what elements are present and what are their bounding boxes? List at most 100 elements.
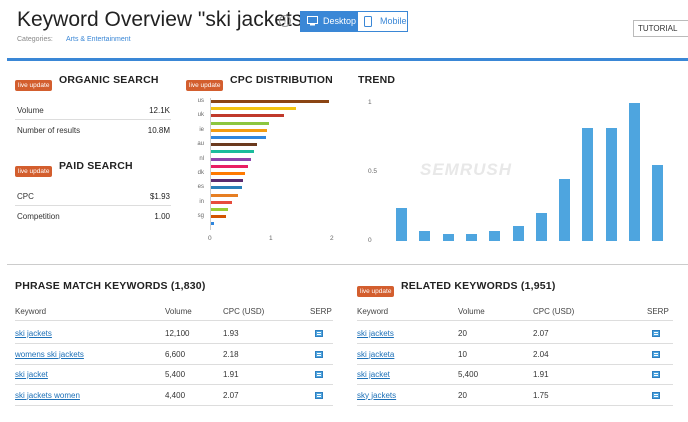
cpc-bar <box>211 200 232 204</box>
trend-bar <box>442 234 454 241</box>
related-header-keyword: Keyword <box>357 307 389 316</box>
results-value: 10.8M <box>147 126 170 135</box>
volume-cell: 12,100 <box>165 329 190 338</box>
serp-icon[interactable] <box>315 350 323 358</box>
keyword-link[interactable]: ski jacket <box>15 370 48 379</box>
cpc-tick-label: 0 <box>208 235 212 242</box>
trend-bar <box>419 231 431 241</box>
keyword-link[interactable]: womens ski jackets <box>15 349 84 359</box>
mobile-toggle-button[interactable]: Mobile <box>357 11 408 32</box>
table-row-divider <box>357 363 673 365</box>
keyword-link[interactable]: sky jackets <box>357 390 397 400</box>
volume-label: Volume <box>17 106 44 115</box>
cpc-country-label: es <box>197 184 204 191</box>
competition-label: Competition <box>17 212 60 221</box>
competition-value: 1.00 <box>154 212 170 221</box>
organic-live-badge: live update <box>15 74 53 92</box>
cpc-bar <box>211 143 257 147</box>
tutorial-button[interactable]: TUTORIAL <box>633 20 688 37</box>
trend-bar <box>535 213 547 241</box>
paid-title: PAID SEARCH <box>59 160 133 172</box>
cpc-country-label: us <box>197 98 204 104</box>
cpc-bar <box>211 107 296 111</box>
cpc-bar <box>211 164 248 168</box>
paid-live-badge: live update <box>15 160 53 178</box>
related-title: RELATED KEYWORDS (1,951) <box>401 280 556 292</box>
keyword-link[interactable]: ski jackets women <box>15 390 80 400</box>
serp-icon[interactable] <box>315 391 323 399</box>
categories-label: Categories: <box>17 36 53 43</box>
trend-tick-label: 1 <box>368 99 372 106</box>
phrase-header-keyword: Keyword <box>15 307 47 316</box>
cpc-cell: 1.93 <box>223 329 239 338</box>
table-row-divider <box>357 404 673 406</box>
trend-bar <box>489 231 501 241</box>
table-row-divider <box>15 384 333 385</box>
trend-title: TREND <box>358 74 396 86</box>
semrush-watermark: SEMRUSH <box>420 160 513 179</box>
cpc-cell: 1.91 <box>533 370 549 379</box>
volume-cell: 20 <box>458 329 467 338</box>
trend-tick-label: 0.5 <box>368 168 378 175</box>
keyword-link[interactable]: ski jacketa <box>357 349 395 359</box>
trend-bar <box>465 234 477 241</box>
cpc-bar <box>211 100 329 103</box>
phrase-match-title: PHRASE MATCH KEYWORDS (1,830) <box>15 280 206 292</box>
related-live-badge: live update <box>357 280 395 298</box>
trend-bar <box>396 208 407 241</box>
table-row-divider <box>15 363 333 365</box>
cpc-country-label: au <box>197 141 204 148</box>
cpc-country-label: sg <box>197 213 204 220</box>
serp-icon[interactable] <box>652 330 660 337</box>
serp-icon[interactable] <box>315 371 323 378</box>
keyword-link[interactable]: ski jackets <box>15 329 52 338</box>
mobile-label: Mobile <box>380 16 407 26</box>
phrase-header-volume: Volume <box>165 307 192 316</box>
cpc-bar <box>211 150 254 154</box>
cpc-country-label: ie <box>199 126 204 133</box>
cpc-country-label: dk <box>197 170 204 176</box>
trend-bar <box>512 226 524 241</box>
cpc-value: $1.93 <box>149 192 170 201</box>
trend-bar <box>605 128 617 241</box>
phrase-header-cpc: CPC (USD) <box>223 307 265 316</box>
cpc-live-badge: live update <box>186 74 224 92</box>
cpc-bar <box>211 193 238 197</box>
cpc-cell: 1.75 <box>533 390 549 400</box>
cpc-bar <box>211 215 226 219</box>
cpc-country-label: nl <box>199 155 204 162</box>
volume-cell: 20 <box>458 390 467 400</box>
cpc-bar <box>211 179 243 183</box>
table-divider <box>357 320 673 321</box>
results-label: Number of results <box>17 126 81 135</box>
serp-icon[interactable] <box>315 330 323 337</box>
divider <box>15 119 171 120</box>
cpc-bar <box>211 136 266 139</box>
cpc-country-label: uk <box>197 112 204 119</box>
phone-icon <box>364 16 372 27</box>
serp-icon[interactable] <box>652 371 660 378</box>
cpc-cell: 2.07 <box>533 329 549 338</box>
trend-bar <box>652 165 664 241</box>
table-row-divider <box>357 384 673 385</box>
serp-icon[interactable] <box>652 350 660 358</box>
cpc-bar <box>211 128 267 132</box>
cpc-distribution-title: CPC DISTRIBUTION <box>230 74 333 86</box>
desktop-toggle-button[interactable]: Desktop <box>300 11 358 32</box>
cpc-bar <box>211 114 284 118</box>
serp-icon[interactable] <box>652 391 660 399</box>
cpc-tick-label: 1 <box>269 235 273 242</box>
trend-tick-label: 0 <box>368 237 372 244</box>
section-divider <box>7 264 688 265</box>
cpc-cell: 2.07 <box>223 390 239 400</box>
cpc-label: CPC <box>17 192 34 201</box>
info-icon[interactable]: i <box>279 15 291 27</box>
cpc-bar <box>211 121 269 125</box>
trend-bar <box>629 103 640 241</box>
related-header-volume: Volume <box>458 307 485 316</box>
trend-chart: 1 0.5 0 <box>360 96 670 246</box>
table-row-divider <box>357 343 673 344</box>
category-link[interactable]: Arts & Entertainment <box>66 36 131 43</box>
keyword-link[interactable]: ski jacket <box>357 370 390 379</box>
keyword-link[interactable]: ski jackets <box>357 329 394 338</box>
